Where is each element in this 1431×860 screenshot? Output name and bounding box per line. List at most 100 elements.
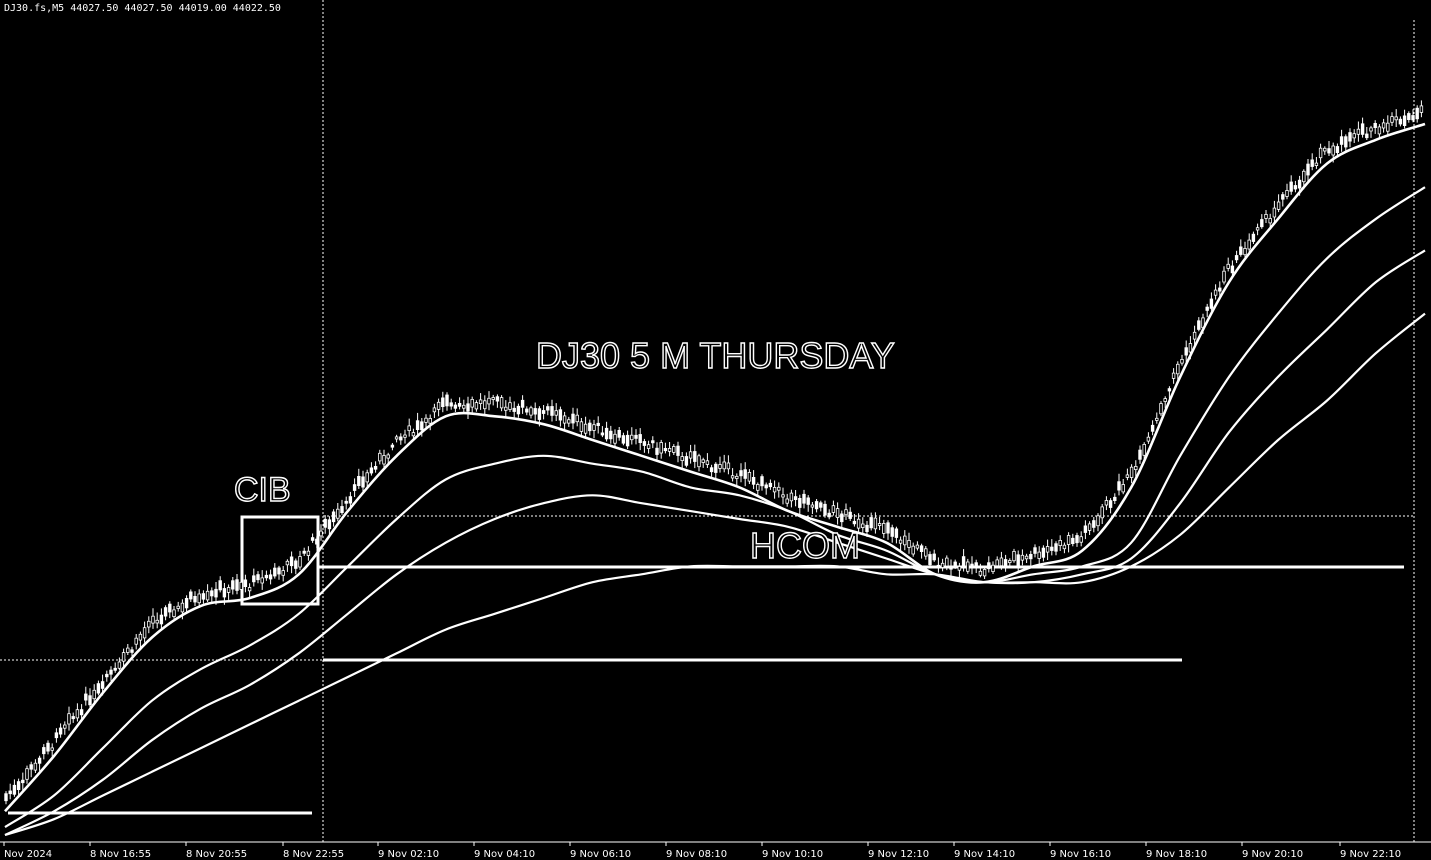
candlestick bbox=[1020, 549, 1025, 566]
candlestick bbox=[470, 396, 474, 415]
ma-line-1 bbox=[4, 122, 1426, 813]
candlestick bbox=[1251, 231, 1256, 244]
candlestick bbox=[231, 577, 235, 595]
x-tick-label: 8 Nov 22:55 bbox=[283, 849, 344, 860]
candlestick bbox=[1180, 354, 1184, 366]
candlestick bbox=[1348, 128, 1352, 148]
candlestick bbox=[352, 478, 357, 497]
candlestick bbox=[1083, 520, 1088, 540]
candlestick bbox=[714, 462, 718, 480]
candlestick bbox=[1045, 539, 1050, 560]
candlestick bbox=[646, 440, 651, 454]
candlestick bbox=[571, 407, 575, 430]
x-tick-label: 9 Nov 02:10 bbox=[378, 849, 439, 860]
candlestick bbox=[504, 400, 508, 418]
candlestick bbox=[1234, 250, 1239, 263]
candlestick bbox=[1096, 513, 1100, 532]
candlestick bbox=[1365, 127, 1369, 140]
candlestick bbox=[243, 574, 248, 593]
candlestick bbox=[340, 499, 344, 515]
candlestick bbox=[718, 456, 722, 473]
candlestick bbox=[961, 549, 966, 572]
candlestick bbox=[1058, 535, 1062, 551]
x-tick-label: 9 Nov 14:10 bbox=[954, 849, 1015, 860]
candlestick bbox=[71, 712, 75, 723]
candlestick bbox=[743, 462, 747, 487]
candlestick bbox=[1285, 183, 1289, 200]
cib-box bbox=[240, 515, 320, 606]
ma-line-2 bbox=[4, 186, 1426, 829]
candlestick bbox=[554, 403, 558, 421]
annotation-cib: CIB bbox=[234, 471, 291, 509]
candlestick bbox=[323, 515, 327, 534]
candlestick bbox=[205, 584, 210, 602]
candlestick bbox=[583, 416, 588, 438]
candlestick bbox=[159, 608, 164, 629]
candlestick bbox=[785, 493, 789, 507]
candlestick bbox=[987, 556, 991, 573]
candlestick bbox=[357, 468, 361, 489]
candlestick bbox=[823, 500, 827, 518]
candlestick bbox=[16, 778, 21, 795]
candlestick bbox=[840, 510, 844, 530]
candlestick bbox=[294, 558, 298, 575]
candlestick bbox=[1108, 498, 1113, 514]
candlestick bbox=[1306, 159, 1310, 182]
candlestick bbox=[1125, 468, 1130, 481]
candlestick bbox=[1071, 533, 1075, 547]
candlestick bbox=[1079, 531, 1083, 547]
candlestick bbox=[117, 657, 122, 671]
x-tick-label: 8 Nov 20:55 bbox=[186, 849, 247, 860]
candlestick bbox=[924, 546, 928, 560]
candlestick bbox=[1386, 115, 1390, 136]
candlestick bbox=[1381, 118, 1386, 133]
candlestick bbox=[617, 427, 621, 441]
candlestick bbox=[1222, 266, 1226, 285]
candlestick bbox=[1192, 325, 1197, 345]
candlestick bbox=[256, 571, 260, 584]
candlestick bbox=[474, 400, 479, 412]
candlestick bbox=[4, 791, 8, 805]
candlestick bbox=[302, 547, 306, 556]
candlestick bbox=[1394, 109, 1398, 127]
candlestick bbox=[1121, 479, 1125, 495]
ma-line-4 bbox=[4, 312, 1426, 837]
candlestick bbox=[852, 514, 857, 527]
candlestick bbox=[390, 443, 395, 451]
candlestick bbox=[310, 533, 315, 543]
candlestick bbox=[1012, 548, 1016, 563]
candlestick bbox=[873, 512, 878, 534]
candlestick bbox=[672, 444, 676, 455]
candlestick bbox=[688, 444, 693, 464]
candlestick bbox=[109, 666, 113, 681]
candlestick bbox=[525, 406, 529, 416]
candlestick bbox=[898, 536, 903, 552]
candlestick bbox=[1314, 157, 1319, 169]
candlestick bbox=[134, 634, 138, 650]
candlestick bbox=[79, 704, 84, 720]
candlestick bbox=[1167, 386, 1172, 399]
candlestick bbox=[394, 434, 399, 443]
candlestick bbox=[579, 418, 584, 438]
candlestick bbox=[705, 453, 710, 468]
candlestick bbox=[1197, 317, 1201, 332]
candlestick bbox=[735, 473, 739, 486]
candlestick bbox=[781, 487, 785, 505]
candlestick bbox=[1218, 281, 1222, 297]
candlestick bbox=[940, 558, 945, 572]
candlestick bbox=[1213, 284, 1218, 300]
x-tick-label: 9 Nov 08:10 bbox=[666, 849, 727, 860]
candlestick bbox=[970, 556, 974, 575]
candlestick bbox=[25, 765, 29, 784]
candlestick bbox=[218, 576, 222, 593]
candlestick bbox=[407, 418, 411, 437]
candlestick bbox=[344, 496, 348, 510]
candlestick bbox=[483, 395, 487, 416]
candlestick bbox=[915, 541, 920, 551]
candlestick bbox=[1281, 192, 1285, 207]
candlestick bbox=[991, 561, 995, 574]
candlestick bbox=[634, 429, 638, 445]
candlestick bbox=[369, 462, 374, 476]
